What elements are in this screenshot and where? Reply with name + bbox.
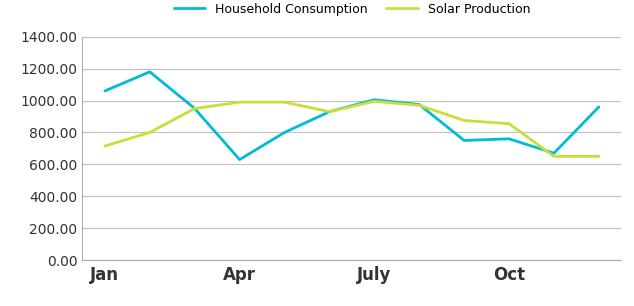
Solar Production xyxy=(415,103,423,107)
Solar Production xyxy=(236,100,243,104)
Household Consumption xyxy=(370,98,378,102)
Line: Household Consumption: Household Consumption xyxy=(105,72,599,160)
Household Consumption xyxy=(101,89,108,93)
Household Consumption xyxy=(550,151,558,155)
Solar Production xyxy=(370,99,378,103)
Line: Solar Production: Solar Production xyxy=(105,101,599,156)
Solar Production xyxy=(281,100,288,104)
Household Consumption xyxy=(595,105,603,109)
Solar Production xyxy=(550,155,558,158)
Solar Production xyxy=(101,144,108,148)
Solar Production xyxy=(191,107,198,110)
Solar Production xyxy=(505,122,513,125)
Household Consumption xyxy=(281,131,288,134)
Household Consumption xyxy=(191,107,198,110)
Solar Production xyxy=(146,131,153,134)
Household Consumption xyxy=(460,139,468,142)
Solar Production xyxy=(595,155,603,158)
Household Consumption xyxy=(505,137,513,141)
Household Consumption xyxy=(146,70,153,74)
Household Consumption xyxy=(236,158,243,162)
Solar Production xyxy=(326,110,333,114)
Household Consumption xyxy=(326,110,333,114)
Household Consumption xyxy=(415,103,423,106)
Legend: Household Consumption, Solar Production: Household Consumption, Solar Production xyxy=(174,3,530,16)
Solar Production xyxy=(460,119,468,122)
